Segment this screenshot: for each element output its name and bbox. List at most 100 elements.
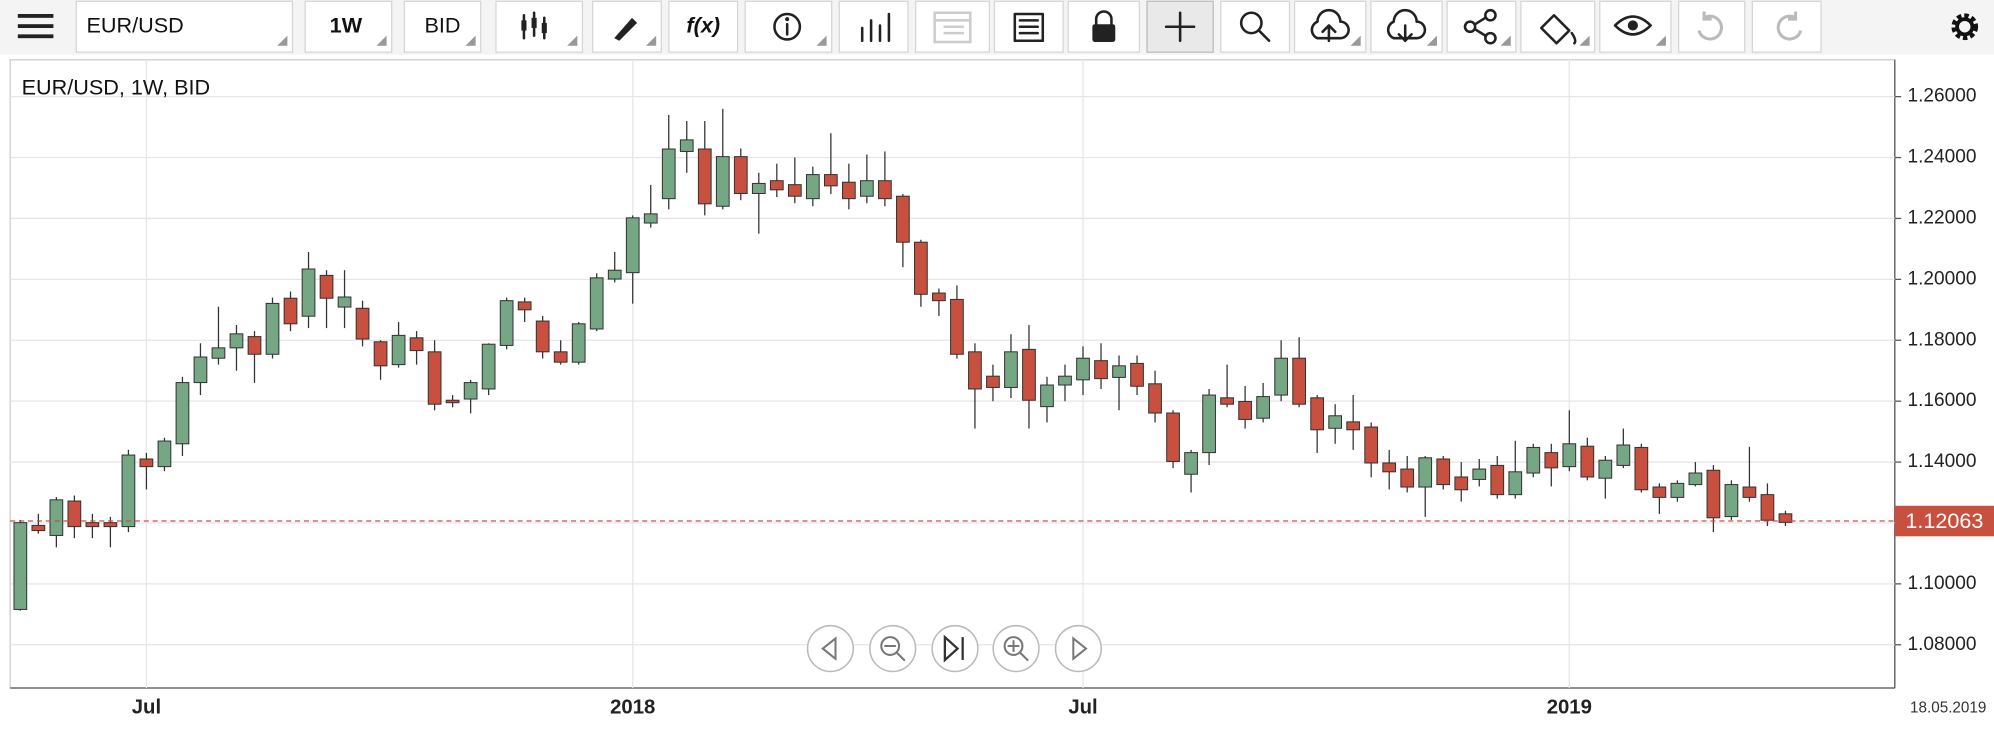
icon [1540,14,1571,45]
period-select[interactable]: 1W [304,0,393,53]
candle-body [139,458,154,468]
candle-body [499,300,514,346]
icon [1164,11,1196,42]
candle-body [517,301,532,311]
price-type-select[interactable]: BID [403,0,482,53]
icon [1397,24,1413,42]
zoom-out[interactable] [869,624,917,673]
color-button[interactable] [1520,0,1596,53]
dropdown-arrow [1426,35,1438,46]
icon [1018,19,1039,35]
candle-body [1652,486,1667,498]
candle-body [1022,348,1036,401]
download-button[interactable] [1370,0,1443,53]
settings-button[interactable] [1951,13,1979,41]
scroll-left[interactable] [806,624,855,673]
candle-body [463,382,478,400]
icon [541,22,547,34]
icon [785,17,790,22]
draw-button[interactable] [591,0,662,53]
news-button[interactable] [993,0,1064,53]
candle-body [13,522,28,610]
candle-body [1274,357,1288,396]
button-box [838,0,909,53]
candle-body [1364,426,1379,464]
symbol-text: EUR/USD [86,12,183,37]
candle-body [355,307,370,340]
candle-body [1760,494,1775,521]
candle-body [1202,394,1216,454]
info-button[interactable] [744,0,833,53]
candle-body [283,297,298,325]
candle-body [823,174,838,187]
candle-body [1598,459,1613,479]
candle-body [805,174,820,200]
candle-body [1508,471,1523,496]
volume-button[interactable] [838,0,909,53]
functions-button[interactable]: f(x) [668,0,739,53]
candle-body [733,156,748,194]
candle-body [571,323,586,363]
symbol-select[interactable]: EUR/USD [75,0,294,53]
candle-body [841,181,856,200]
candle-body [319,274,334,299]
candle-body [1040,384,1054,408]
candle-body [751,182,766,194]
icon [1310,9,1350,40]
undo-button[interactable] [1677,0,1746,53]
zoom-in[interactable] [992,624,1040,673]
candle-body [679,139,694,152]
candle-body [896,195,910,243]
candle-body [1400,468,1415,488]
x-tick-label: 2018 [610,697,655,719]
nav-icon [821,636,837,661]
reset-view[interactable] [931,624,979,673]
icon [1463,20,1477,34]
candle-body [787,184,802,197]
candle-body [211,347,226,359]
button-box [495,0,584,53]
dropdown-arrow [567,35,578,46]
visibility-button[interactable] [1599,0,1672,53]
candle-body [1076,357,1090,381]
candle-body [535,320,550,353]
button-box [304,0,393,53]
candle-body [391,334,406,366]
chart-type-button[interactable] [495,0,584,53]
nav-circle [869,624,917,673]
nav-icon [943,634,964,663]
date-label: 18.05.2019 [1910,699,1986,716]
crosshair-button[interactable] [1146,0,1214,53]
candle-body [1706,469,1721,519]
scroll-right[interactable] [1054,624,1103,673]
candle-body [1562,443,1577,468]
candle-body [1778,513,1793,523]
candle-body [301,268,316,317]
candle-body [860,180,874,197]
lock-button[interactable] [1067,0,1141,53]
redo-button[interactable] [1751,0,1822,53]
calendar-button[interactable] [914,0,991,53]
last-price-box [1894,505,1994,537]
share-button[interactable] [1446,0,1517,53]
zoom-button[interactable] [1220,0,1291,53]
y-tick-label: 1.10000 [1908,573,1977,594]
candle-body [932,292,946,302]
nav-circle [806,624,855,673]
candle-body [247,336,262,355]
y-tick-label: 1.20000 [1908,268,1977,289]
dropdown-arrow [646,35,657,46]
nav-icon [1007,639,1029,662]
candle-body [427,351,442,405]
candle-body [589,277,604,330]
button-box [75,0,294,53]
navigation [806,624,1103,673]
menu-button[interactable] [17,14,54,39]
candle-body [1634,446,1649,491]
candle-body [1130,362,1144,387]
candle-body [67,500,82,528]
candle-body [1724,484,1739,518]
candle-body [1256,396,1270,419]
upload-button[interactable] [1293,0,1367,53]
